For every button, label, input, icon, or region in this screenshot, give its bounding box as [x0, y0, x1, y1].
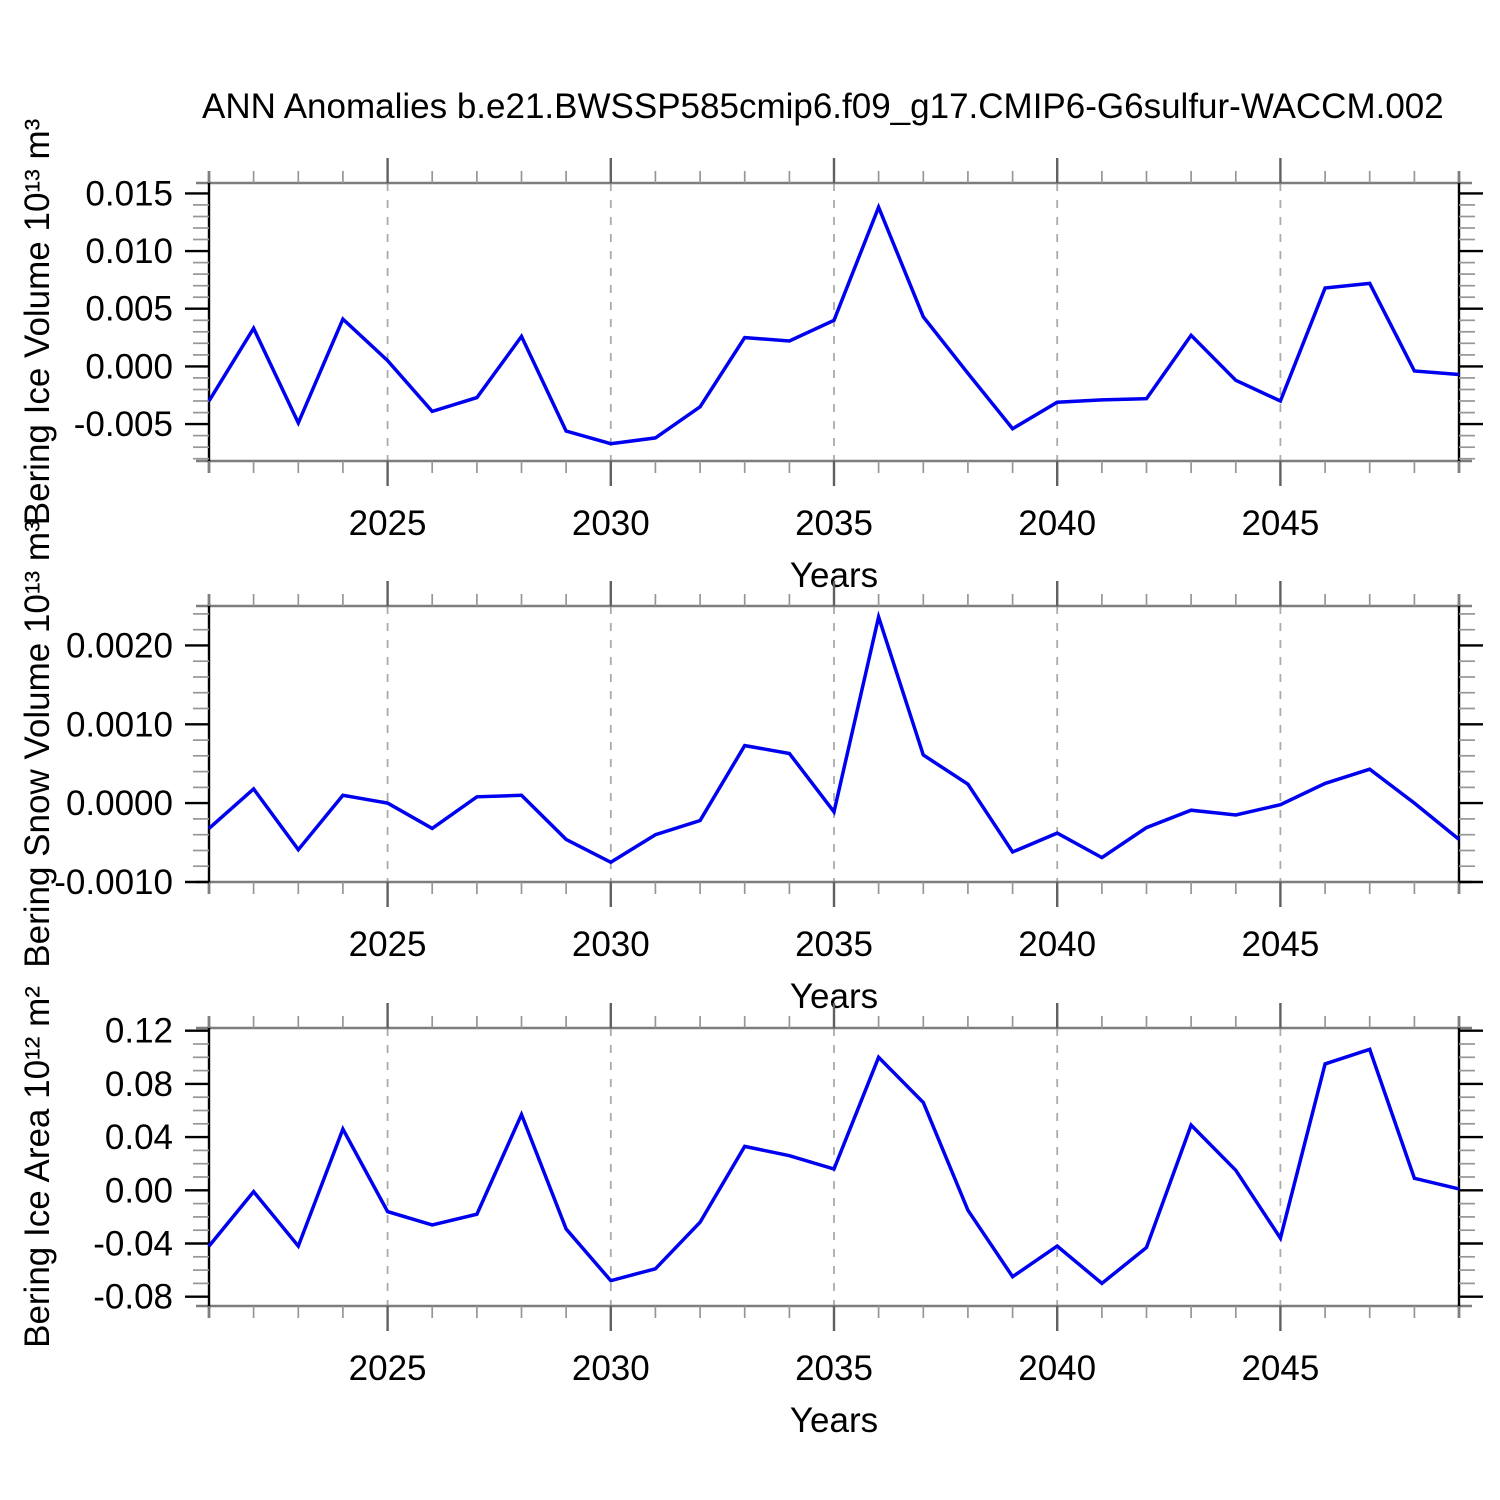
y-tick-label: 0.0010 — [66, 705, 173, 744]
y-tick-label: 0.0000 — [66, 784, 173, 823]
y-tick-label: 0.000 — [85, 347, 173, 386]
y-tick-label: -0.04 — [93, 1225, 173, 1264]
x-tick-label: 2025 — [349, 925, 427, 964]
y-tick-label: 0.0020 — [66, 626, 173, 665]
x-tick-label: 2045 — [1241, 504, 1319, 543]
x-axis-title-panel-3: Years — [789, 1401, 879, 1440]
x-tick-label: 2035 — [795, 504, 873, 543]
y-tick-label: 0.12 — [105, 1012, 173, 1051]
chart-title: ANN Anomalies b.e21.BWSSP585cmip6.f09_g1… — [202, 87, 1444, 126]
x-tick-label: 2040 — [1018, 504, 1096, 543]
x-tick-label: 2045 — [1241, 1349, 1319, 1388]
x-tick-label: 2040 — [1018, 1349, 1096, 1388]
y-tick-label: -0.0010 — [54, 863, 173, 902]
x-tick-label: 2030 — [572, 504, 650, 543]
x-tick-label: 2035 — [795, 1349, 873, 1388]
series-line-bering-ice-area — [207, 1047, 1460, 1286]
x-tick-label: 2025 — [349, 504, 427, 543]
panel-bering-ice-volume: 2025 2030 2035 2040 2045 0.015 0.010 0.005 0.000… — [74, 158, 1483, 543]
y-tick-label: 0.010 — [85, 232, 173, 271]
x-tick-label: 2030 — [572, 925, 650, 964]
panel-bering-snow-volume: 2025 2030 2035 2040 2045 0.0020 0.0010 0.0000 -0… — [54, 581, 1483, 964]
series-line-bering-ice-volume — [207, 202, 1460, 446]
x-tick-label: 2045 — [1241, 925, 1319, 964]
x-tick-label: 2035 — [795, 925, 873, 964]
x-tick-label: 2025 — [349, 1349, 427, 1388]
x-tick-label: 2030 — [572, 1349, 650, 1388]
series-line-bering-snow-volume — [207, 610, 1461, 865]
y-tick-label: -0.005 — [74, 405, 173, 444]
panel-bering-ice-area: 2025 2030 2035 2040 2045 0.12 0.08 0.04 0.00 -0.0… — [93, 1003, 1483, 1388]
y-tick-label: 0.015 — [85, 174, 173, 213]
y-tick-label: 0.00 — [105, 1171, 173, 1210]
y-tick-label: -0.08 — [93, 1278, 173, 1317]
x-tick-label: 2040 — [1018, 925, 1096, 964]
y-tick-label: 0.04 — [105, 1118, 173, 1157]
y-tick-label: 0.005 — [85, 290, 173, 329]
y-tick-label: 0.08 — [105, 1065, 173, 1104]
